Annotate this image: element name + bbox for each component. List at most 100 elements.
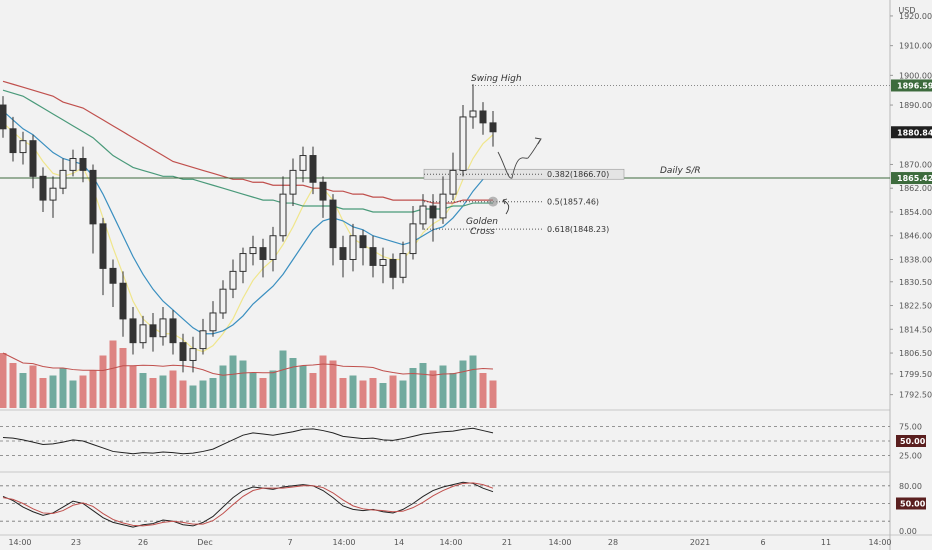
candle-body: [289, 169, 297, 195]
volume-bar: [229, 355, 237, 408]
time-tick-label: 2021: [690, 538, 710, 547]
price-badge-label: 1880.84: [897, 128, 932, 137]
price-tick-label: 1854.00: [899, 208, 932, 217]
time-tick-label: Dec: [197, 538, 212, 547]
volume-average-line: [2, 352, 494, 376]
moving-average-line: [2, 80, 493, 204]
candle-body: [229, 270, 237, 290]
candle-body: [119, 282, 127, 320]
time-tick-label: 14:00: [548, 538, 571, 547]
rsi-tick-label: 75.00: [899, 423, 922, 432]
price-tick-label: 1799.50: [899, 370, 932, 379]
candle-body: [189, 348, 197, 361]
candle-body: [349, 235, 357, 260]
candle-body: [389, 258, 397, 278]
volume-bar: [109, 340, 117, 408]
volume-bar: [99, 355, 107, 408]
candle-body: [159, 318, 167, 338]
volume-bar: [379, 383, 387, 408]
volume-bar: [389, 375, 397, 408]
price-tick-label: 1920.00: [899, 12, 932, 21]
volume-bar: [489, 380, 497, 408]
time-tick-label: 14: [394, 538, 404, 547]
projection-path: [497, 139, 541, 179]
candle-body: [439, 193, 447, 219]
price-tick-label: 1830.50: [899, 278, 932, 287]
stoch-badge: [896, 497, 926, 510]
candle-body: [459, 116, 467, 171]
rsi-line: [2, 427, 494, 455]
price-tick-label: 1806.50: [899, 349, 932, 358]
stoch-tick-label: 0.00: [899, 527, 917, 536]
time-tick-label: 28: [608, 538, 618, 547]
volume-bar: [209, 378, 217, 408]
time-tick-label: 11: [821, 538, 831, 547]
time-tick-label: 6: [760, 538, 765, 547]
volume-bar: [139, 373, 147, 408]
candle-body: [219, 288, 227, 314]
volume-bar: [159, 375, 167, 408]
candle-body: [129, 318, 137, 344]
time-tick-label: 21: [502, 538, 512, 547]
time-tick-label: 7: [287, 538, 292, 547]
time-tick-label: 14:00: [8, 538, 31, 547]
volume-bar: [149, 378, 157, 408]
volume-bar: [269, 370, 277, 408]
candle-body: [209, 312, 217, 332]
candle-body: [419, 205, 427, 225]
volume-bar: [189, 385, 197, 408]
candle-body: [69, 158, 77, 171]
candle-body: [139, 324, 147, 344]
candle-body: [199, 330, 207, 350]
projection-arrowhead: [534, 137, 542, 145]
volume-bar: [309, 373, 317, 408]
candle-body: [469, 110, 477, 118]
candle-body: [19, 140, 27, 154]
price-tick-label: 1838.00: [899, 255, 932, 264]
price-tick-label: 1862.00: [899, 184, 932, 193]
price-badge-label: 1865.42: [897, 174, 932, 183]
time-tick-label: 26: [138, 538, 148, 547]
price-tick-label: 1890.00: [899, 101, 932, 110]
volume-bar: [219, 365, 227, 408]
price-tick-label: 1910.00: [899, 42, 932, 51]
candle-body: [399, 253, 407, 278]
candle-body: [149, 324, 157, 338]
price-tick-label: 1822.50: [899, 302, 932, 311]
price-badge: [891, 126, 932, 139]
candle-body: [449, 169, 457, 195]
candle-body: [79, 158, 87, 171]
stoch-d-line: [2, 482, 494, 527]
time-tick-label: 14:00: [439, 538, 462, 547]
volume-bar: [439, 365, 447, 408]
golden-cross-marker: [488, 196, 498, 207]
candle-body: [39, 175, 47, 201]
volume-bar: [129, 365, 137, 408]
candle-body: [0, 104, 7, 130]
currency-label: USD: [898, 6, 915, 15]
volume-bar: [399, 380, 407, 408]
price-tick-label: 1900.00: [899, 71, 932, 80]
volume-bar: [89, 370, 97, 408]
candle-body: [299, 155, 307, 171]
rsi-badge: [896, 435, 926, 447]
volume-bar: [319, 355, 327, 408]
volume-bar: [9, 363, 17, 408]
volume-bar: [179, 380, 187, 408]
volume-bar: [469, 355, 477, 408]
candle-body: [429, 205, 437, 219]
volume-bar: [0, 353, 7, 408]
golden-cross-arrow: [502, 199, 510, 215]
candle-body: [319, 181, 327, 201]
candle-body: [489, 122, 497, 133]
candle-body: [279, 193, 287, 237]
candle-body: [269, 235, 277, 260]
moving-average-line: [2, 89, 493, 213]
price-badge-label: 1896.59: [897, 81, 932, 90]
candle-body: [29, 140, 37, 177]
volume-bar: [479, 373, 487, 408]
candle-body: [379, 258, 387, 266]
volume-bar: [449, 373, 457, 408]
candle-body: [479, 110, 487, 124]
